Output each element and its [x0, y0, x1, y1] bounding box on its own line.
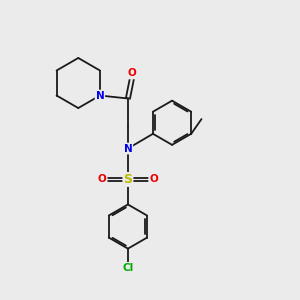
- Text: N: N: [124, 143, 132, 154]
- Text: O: O: [98, 174, 107, 184]
- Text: Cl: Cl: [122, 263, 134, 273]
- Text: S: S: [123, 173, 132, 186]
- Text: O: O: [128, 68, 137, 78]
- Text: O: O: [149, 174, 158, 184]
- Text: N: N: [96, 91, 104, 100]
